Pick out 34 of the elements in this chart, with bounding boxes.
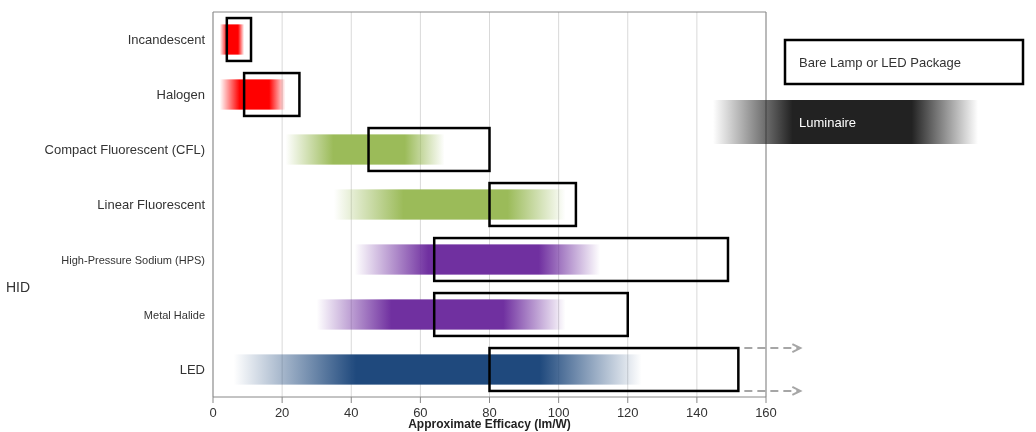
- y-tick-label: High-Pressure Sodium (HPS): [61, 253, 205, 266]
- x-tick-label: 120: [616, 405, 639, 420]
- bar: [432, 236, 730, 283]
- x-tick-label: 100: [547, 405, 570, 420]
- x-axis-title: Approximate Efficacy (lm/W): [408, 417, 571, 431]
- y-tick-label: Halogen: [156, 86, 205, 102]
- text: Bare Lamp or LED Package: [799, 55, 961, 70]
- text: HID: [6, 279, 31, 295]
- bar: [225, 16, 253, 63]
- x-tick-label: 60: [413, 405, 428, 420]
- bar: [219, 79, 286, 110]
- y-tick-label: Metal Halide: [143, 308, 205, 321]
- bar: [233, 354, 642, 385]
- x-tick-label: 0: [209, 405, 217, 420]
- bar: [333, 189, 566, 220]
- x-tick-label: 160: [755, 405, 777, 420]
- x-tick-label: 20: [274, 405, 290, 420]
- bar: [367, 126, 491, 173]
- bar: [285, 134, 445, 165]
- y-tick-label: Linear Fluorescent: [97, 196, 206, 212]
- bar: [242, 71, 301, 118]
- y-tick-label: Compact Fluorescent (CFL): [44, 141, 205, 157]
- bar: [219, 24, 245, 55]
- text: Luminaire: [799, 115, 857, 130]
- y-tick-label: Incandescent: [127, 31, 206, 47]
- y-tick-label: LED: [179, 361, 205, 377]
- bar: [432, 291, 629, 338]
- x-tick-label: 140: [686, 405, 708, 420]
- bar: [488, 346, 740, 393]
- x-tick-label: 40: [344, 405, 359, 420]
- x-tick-label: 80: [482, 405, 497, 420]
- bar: [488, 181, 578, 228]
- bar: [354, 244, 601, 275]
- bar: [316, 299, 566, 330]
